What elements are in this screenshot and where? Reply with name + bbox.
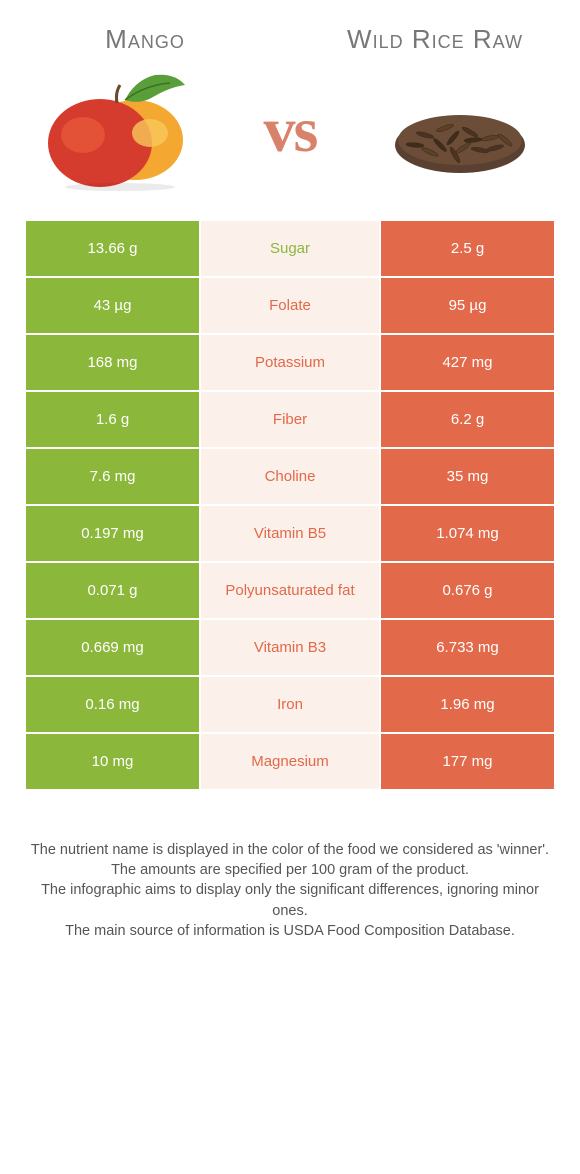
right-value: 427 mg: [380, 334, 555, 391]
right-value: 1.074 mg: [380, 505, 555, 562]
left-value: 0.669 mg: [25, 619, 200, 676]
nutrient-label: Magnesium: [200, 733, 380, 790]
left-value: 168 mg: [25, 334, 200, 391]
vs-label: vs: [264, 93, 317, 167]
nutrient-label: Fiber: [200, 391, 380, 448]
nutrient-row: 43 µgFolate95 µg: [25, 277, 555, 334]
nutrient-row: 168 mgPotassium427 mg: [25, 334, 555, 391]
nutrient-row: 0.197 mgVitamin B51.074 mg: [25, 505, 555, 562]
right-value: 6.733 mg: [380, 619, 555, 676]
nutrient-row: 10 mgMagnesium177 mg: [25, 733, 555, 790]
right-value: 1.96 mg: [380, 676, 555, 733]
vs-row: vs: [25, 65, 555, 220]
footer-line: The main source of information is USDA F…: [30, 921, 550, 941]
right-value: 177 mg: [380, 733, 555, 790]
nutrient-row: 7.6 mgCholine35 mg: [25, 448, 555, 505]
right-value: 6.2 g: [380, 391, 555, 448]
comparison-header: Mango Wild Rice Raw: [25, 20, 555, 65]
footer-line: The nutrient name is displayed in the co…: [30, 840, 550, 860]
nutrient-label: Iron: [200, 676, 380, 733]
nutrient-row: 0.669 mgVitamin B36.733 mg: [25, 619, 555, 676]
wild-rice-image: [375, 65, 545, 195]
left-value: 13.66 g: [25, 220, 200, 277]
footer-notes: The nutrient name is displayed in the co…: [25, 790, 555, 941]
nutrient-label: Vitamin B3: [200, 619, 380, 676]
nutrient-label: Polyunsaturated fat: [200, 562, 380, 619]
mango-image: [35, 65, 205, 195]
food-right-title: Wild Rice Raw: [345, 25, 525, 55]
nutrient-row: 0.16 mgIron1.96 mg: [25, 676, 555, 733]
nutrient-label: Vitamin B5: [200, 505, 380, 562]
left-value: 10 mg: [25, 733, 200, 790]
right-value: 2.5 g: [380, 220, 555, 277]
left-value: 1.6 g: [25, 391, 200, 448]
food-left-title: Mango: [55, 25, 235, 55]
nutrient-row: 1.6 gFiber6.2 g: [25, 391, 555, 448]
nutrient-row: 13.66 gSugar2.5 g: [25, 220, 555, 277]
right-value: 35 mg: [380, 448, 555, 505]
nutrient-table: 13.66 gSugar2.5 g43 µgFolate95 µg168 mgP…: [25, 220, 555, 790]
nutrient-row: 0.071 gPolyunsaturated fat0.676 g: [25, 562, 555, 619]
footer-line: The infographic aims to display only the…: [30, 880, 550, 921]
footer-line: The amounts are specified per 100 gram o…: [30, 860, 550, 880]
left-value: 0.16 mg: [25, 676, 200, 733]
left-value: 43 µg: [25, 277, 200, 334]
nutrient-label: Choline: [200, 448, 380, 505]
nutrient-label: Folate: [200, 277, 380, 334]
left-value: 0.197 mg: [25, 505, 200, 562]
nutrient-label: Sugar: [200, 220, 380, 277]
left-value: 0.071 g: [25, 562, 200, 619]
right-value: 95 µg: [380, 277, 555, 334]
nutrient-label: Potassium: [200, 334, 380, 391]
right-value: 0.676 g: [380, 562, 555, 619]
left-value: 7.6 mg: [25, 448, 200, 505]
